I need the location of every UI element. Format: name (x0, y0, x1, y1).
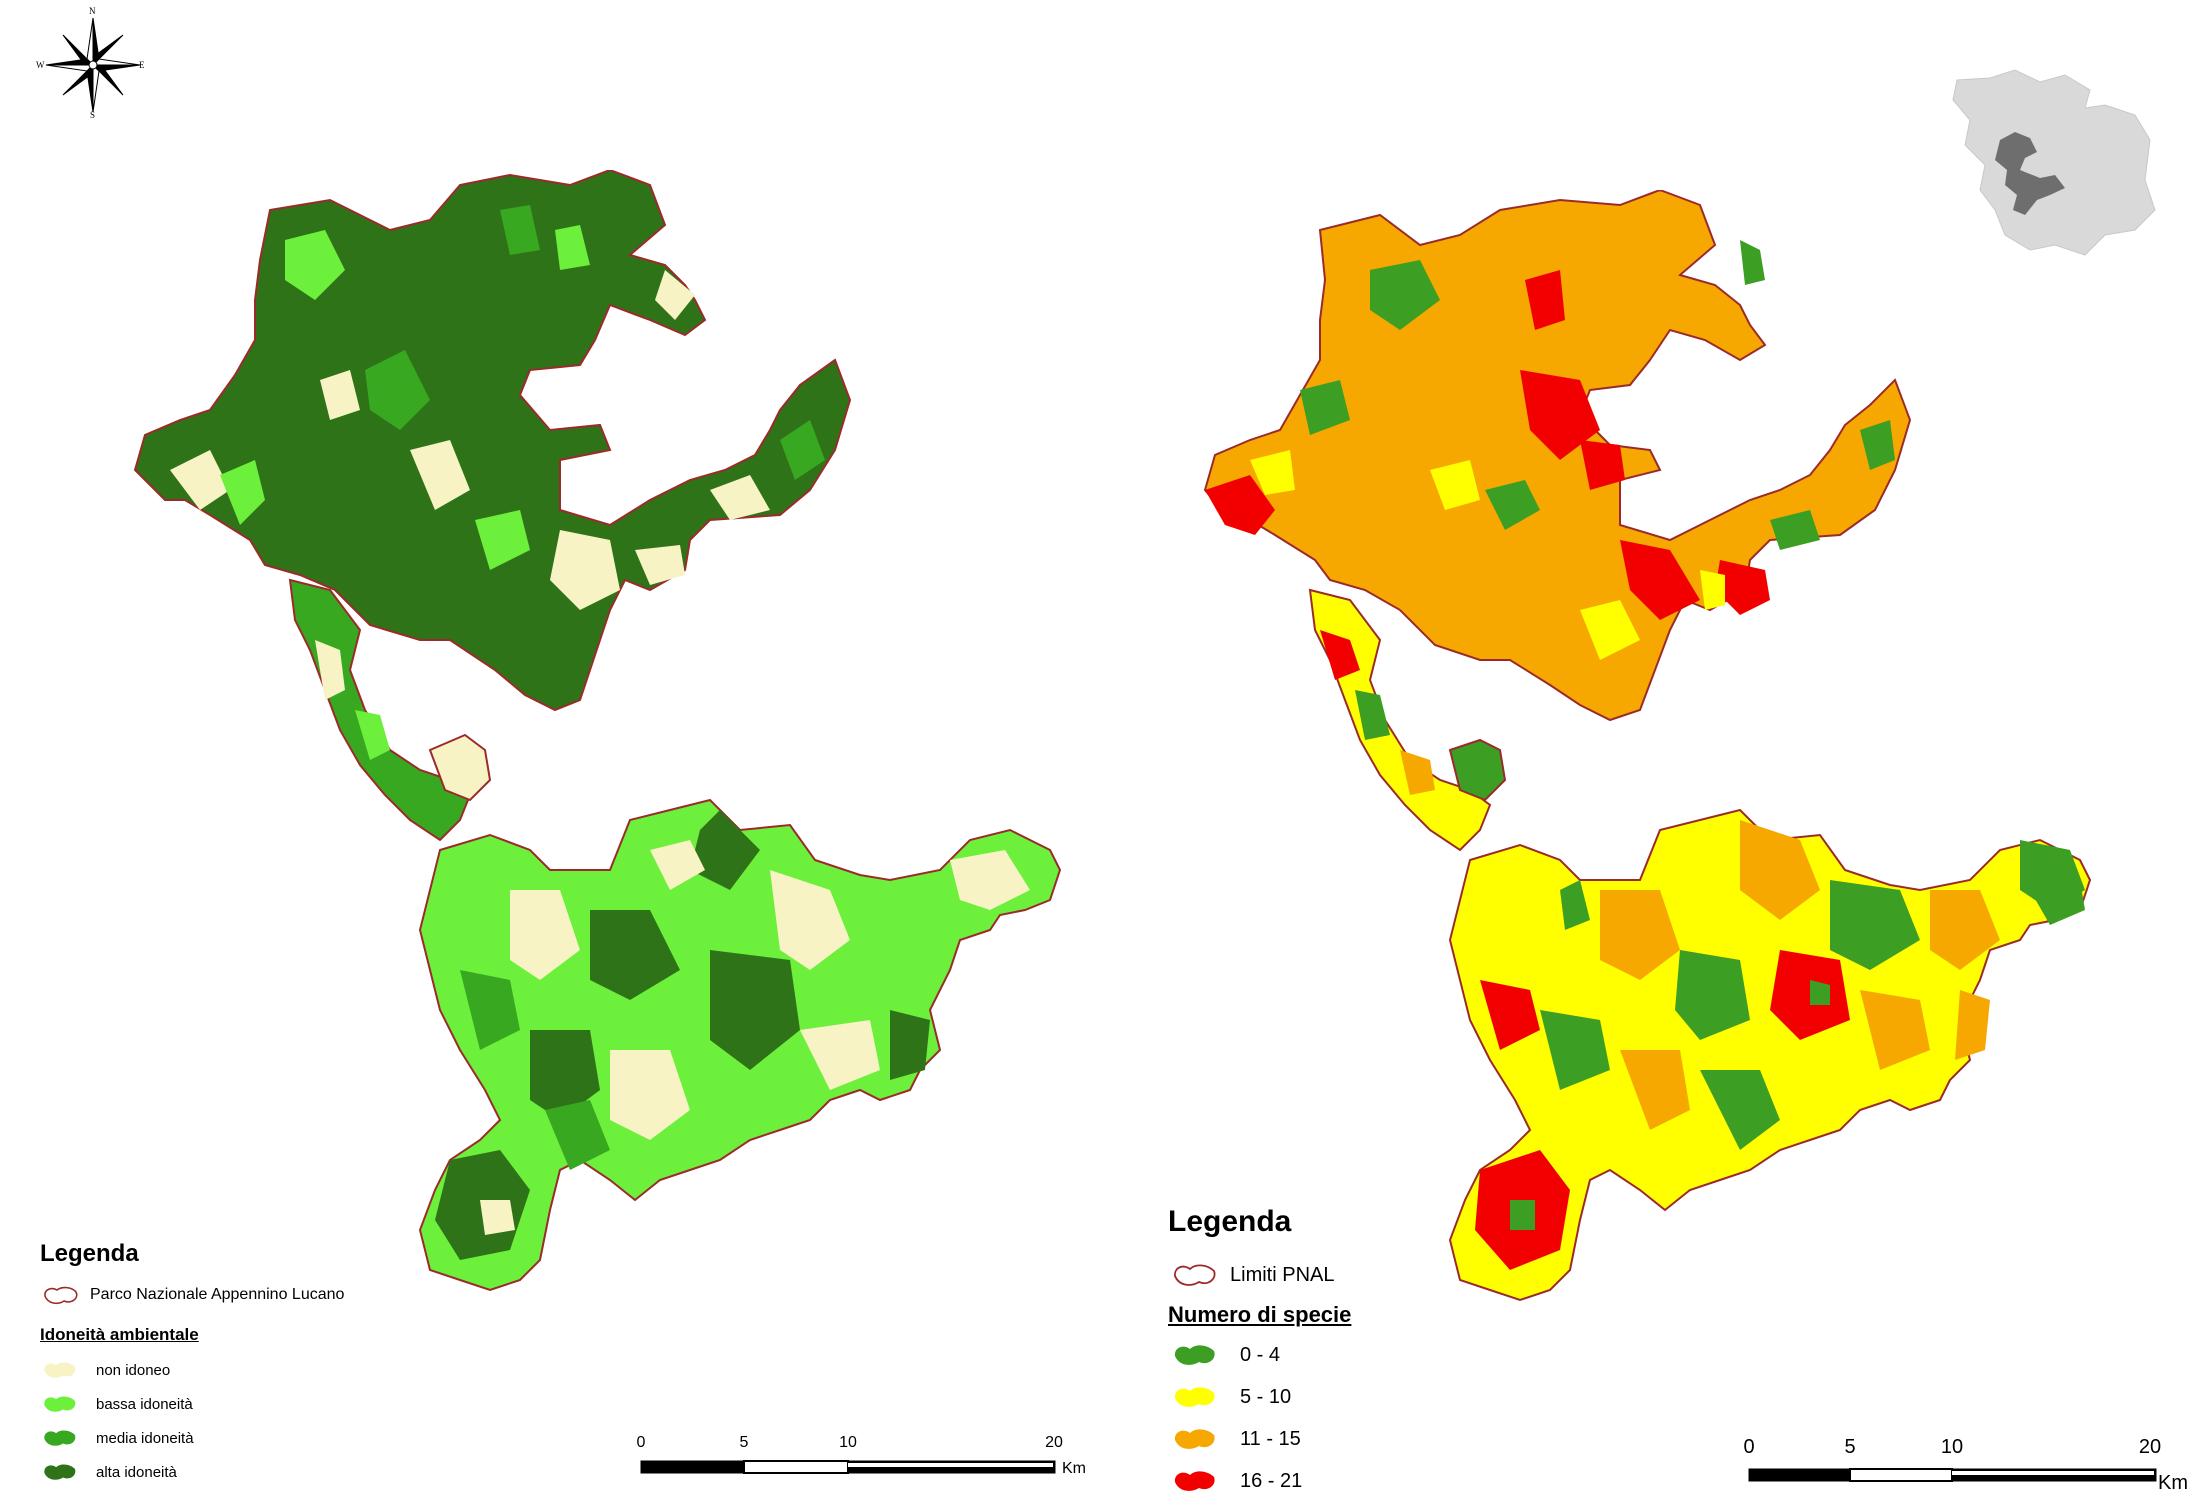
legend-boundary-row: Limiti PNAL (1172, 1261, 1334, 1289)
scale-unit: Km (2158, 1472, 2188, 1494)
south-patches (435, 810, 1030, 1260)
scale-bar-graphic (640, 1460, 1056, 1474)
legend-subtitle: Numero di specie (1168, 1302, 1352, 1327)
scale-bar-left: 0 5 10 20 Km (630, 1430, 1100, 1490)
legend-item-2: 5 - 10 (1172, 1382, 1291, 1412)
legend-swatch-icon (1174, 1471, 1215, 1491)
scale-tick-0: 0 (636, 1434, 646, 1451)
legend-title: Legenda (40, 1240, 139, 1267)
legend-item-1: 0 - 4 (1172, 1340, 1280, 1370)
scale-tick-10: 10 (1940, 1436, 1964, 1458)
park-boundary-north (133, 170, 852, 712)
legend-boundary-label: Parco Nazionale Appennino Lucano (90, 1286, 345, 1303)
legend-item-2: bassa idoneità (42, 1392, 193, 1416)
legend-swatch-icon (1174, 1429, 1215, 1449)
legend-title: Legenda (1168, 1205, 1292, 1238)
south-patches (1475, 820, 2085, 1270)
legend-item-label: media idoneità (96, 1429, 194, 1447)
compass-s: S (90, 110, 96, 120)
park-boundary-corridor-bulge (428, 733, 492, 802)
compass-w: W (36, 60, 45, 70)
legend-item-label: non idoneo (96, 1361, 171, 1379)
legend-swatch-icon (44, 1430, 76, 1446)
compass-e: E (139, 60, 145, 70)
legend-item-1: non idoneo (42, 1358, 170, 1382)
boundary-outline-icon (1174, 1264, 1216, 1286)
legend-item-label: alta idoneità (96, 1463, 177, 1481)
scale-tick-5: 5 (1844, 1436, 1856, 1458)
legend-swatch-icon (44, 1464, 76, 1480)
scale-tick-20: 20 (1045, 1434, 1063, 1451)
north-patches (170, 205, 825, 610)
north-patches (1205, 240, 1895, 660)
legend-item-3: 11 - 15 (1172, 1424, 1301, 1454)
scale-bar-right: 0 5 10 20 Km (1740, 1436, 2188, 1500)
scale-tick-20: 20 (2138, 1436, 2162, 1458)
species-richness-map (1180, 190, 2180, 1320)
compass-rose: N S W E (36, 6, 148, 120)
park-boundary-corridor-bulge (1448, 738, 1507, 802)
legend-item-label: 11 - 15 (1240, 1427, 1301, 1450)
legend-swatch-icon (44, 1362, 76, 1378)
legend-boundary-row: Parco Nazionale Appennino Lucano (42, 1284, 344, 1306)
legend-item-label: 5 - 10 (1240, 1385, 1292, 1408)
park-inset-shape (1995, 132, 2065, 215)
legend-item-4: alta idoneità (42, 1460, 177, 1484)
scale-tick-10: 10 (839, 1434, 857, 1451)
scale-bar-graphic (1748, 1468, 2157, 1482)
legend-boundary-label: Limiti PNAL (1230, 1263, 1335, 1286)
legend-swatch-icon (1174, 1387, 1215, 1407)
scale-tick-5: 5 (739, 1434, 749, 1451)
legend-subtitle: Idoneità ambientale (40, 1325, 199, 1344)
legend-item-4: 16 - 21 (1172, 1466, 1302, 1496)
scale-unit: Km (1062, 1460, 1086, 1477)
boundary-outline-icon (44, 1286, 78, 1305)
compass-rose-icon (45, 17, 141, 113)
region-shape (1952, 69, 2156, 256)
legend-right: Legenda Limiti PNAL Numero di specie 0 -… (1166, 1205, 1586, 1505)
legend-left: Legenda Parco Nazionale Appennino Lucano… (38, 1240, 458, 1490)
legend-swatch-icon (44, 1396, 76, 1412)
legend-item-3: media idoneità (42, 1426, 194, 1450)
legend-item-label: 16 - 21 (1240, 1469, 1303, 1492)
legend-swatch-icon (1174, 1345, 1215, 1365)
compass-n: N (89, 6, 96, 16)
scale-tick-0: 0 (1743, 1436, 1755, 1458)
suitability-map (90, 170, 1100, 1330)
locator-inset-map (1945, 60, 2165, 260)
legend-item-label: bassa idoneità (96, 1395, 193, 1413)
legend-item-label: 0 - 4 (1240, 1343, 1281, 1366)
